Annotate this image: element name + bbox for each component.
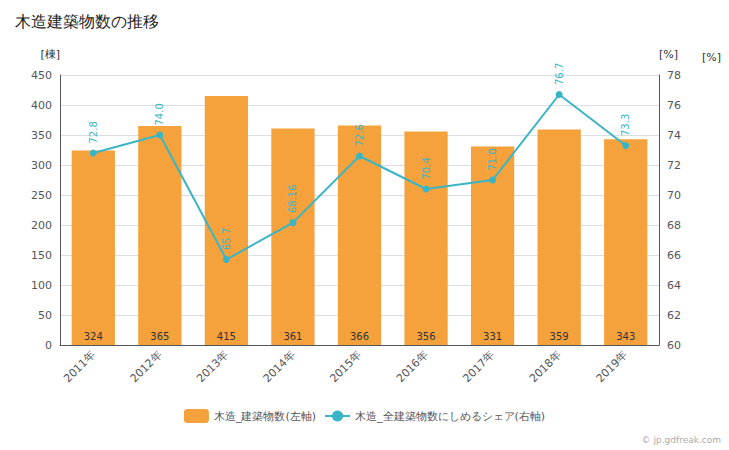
svg-text:350: 350 [31,129,52,142]
svg-text:150: 150 [31,249,52,262]
svg-text:68.16: 68.16 [287,184,298,213]
svg-text:343: 343 [616,331,635,342]
svg-text:65.7: 65.7 [221,228,232,250]
svg-text:50: 50 [38,309,52,322]
svg-text:60: 60 [667,339,681,352]
svg-text:70.4: 70.4 [421,157,432,179]
svg-text:70: 70 [667,189,681,202]
svg-text:2018年: 2018年 [527,348,564,385]
svg-text:木造_建築物数(左軸): 木造_建築物数(左軸) [214,410,316,423]
svg-text:72.8: 72.8 [88,121,99,143]
svg-text:78: 78 [667,69,681,82]
svg-text:300: 300 [31,159,52,172]
svg-text:[棟]: [棟] [40,48,60,61]
svg-text:木造建築物数の推移: 木造建築物数の推移 [15,12,159,31]
svg-text:© jp.gdfreak.com: © jp.gdfreak.com [642,435,721,445]
svg-text:2011年: 2011年 [61,348,98,385]
svg-text:0: 0 [45,339,52,352]
svg-text:2012年: 2012年 [128,348,165,385]
svg-text:415: 415 [217,331,236,342]
svg-text:324: 324 [84,331,103,342]
svg-text:2017年: 2017年 [460,348,497,385]
svg-text:450: 450 [31,69,52,82]
svg-text:2016年: 2016年 [394,348,431,385]
svg-text:66: 66 [667,249,681,262]
svg-text:2013年: 2013年 [194,348,231,385]
svg-text:359: 359 [550,331,569,342]
svg-text:365: 365 [150,331,169,342]
svg-text:74: 74 [667,129,681,142]
svg-text:2019年: 2019年 [594,348,631,385]
svg-text:400: 400 [31,99,52,112]
svg-text:366: 366 [350,331,369,342]
svg-text:[%]: [%] [702,51,721,64]
svg-text:100: 100 [31,279,52,292]
svg-text:2015年: 2015年 [327,348,364,385]
svg-text:356: 356 [417,331,436,342]
svg-text:64: 64 [667,279,681,292]
svg-text:73.3: 73.3 [620,114,631,136]
svg-text:[%]: [%] [659,48,678,61]
svg-text:72: 72 [667,159,681,172]
svg-text:331: 331 [483,331,502,342]
svg-text:74.0: 74.0 [154,103,165,125]
svg-text:76: 76 [667,99,681,112]
svg-text:250: 250 [31,189,52,202]
svg-text:木造_全建築物数にしめるシェア(右軸): 木造_全建築物数にしめるシェア(右軸) [355,410,545,423]
svg-text:62: 62 [667,309,681,322]
svg-text:76.7: 76.7 [554,63,565,85]
svg-text:361: 361 [283,331,302,342]
svg-text:72.6: 72.6 [354,124,365,146]
svg-text:200: 200 [31,219,52,232]
svg-text:71.0: 71.0 [487,148,498,170]
svg-text:68: 68 [667,219,681,232]
svg-text:2014年: 2014年 [261,348,298,385]
